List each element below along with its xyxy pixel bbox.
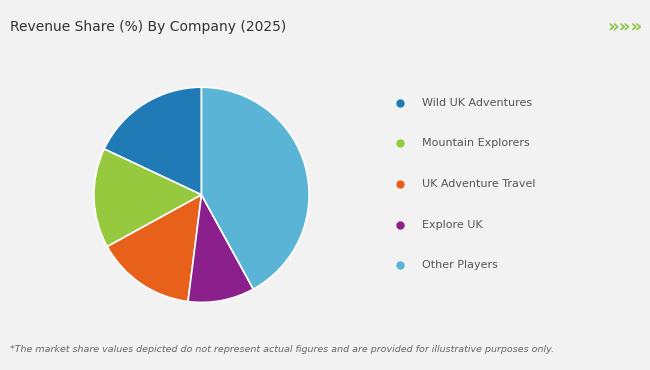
Text: Mountain Explorers: Mountain Explorers bbox=[422, 138, 530, 148]
Wedge shape bbox=[104, 87, 202, 195]
Text: UK Adventure Travel: UK Adventure Travel bbox=[422, 179, 536, 189]
Wedge shape bbox=[107, 195, 202, 302]
Text: *The market share values depicted do not represent actual figures and are provid: *The market share values depicted do not… bbox=[10, 345, 554, 354]
Text: Revenue Share (%) By Company (2025): Revenue Share (%) By Company (2025) bbox=[10, 20, 286, 34]
Text: Explore UK: Explore UK bbox=[422, 220, 483, 230]
Wedge shape bbox=[94, 149, 202, 247]
Text: Other Players: Other Players bbox=[422, 260, 498, 270]
Text: Wild UK Adventures: Wild UK Adventures bbox=[422, 98, 532, 108]
Wedge shape bbox=[202, 87, 309, 289]
Wedge shape bbox=[188, 195, 254, 302]
Text: »»»: »»» bbox=[607, 18, 642, 37]
